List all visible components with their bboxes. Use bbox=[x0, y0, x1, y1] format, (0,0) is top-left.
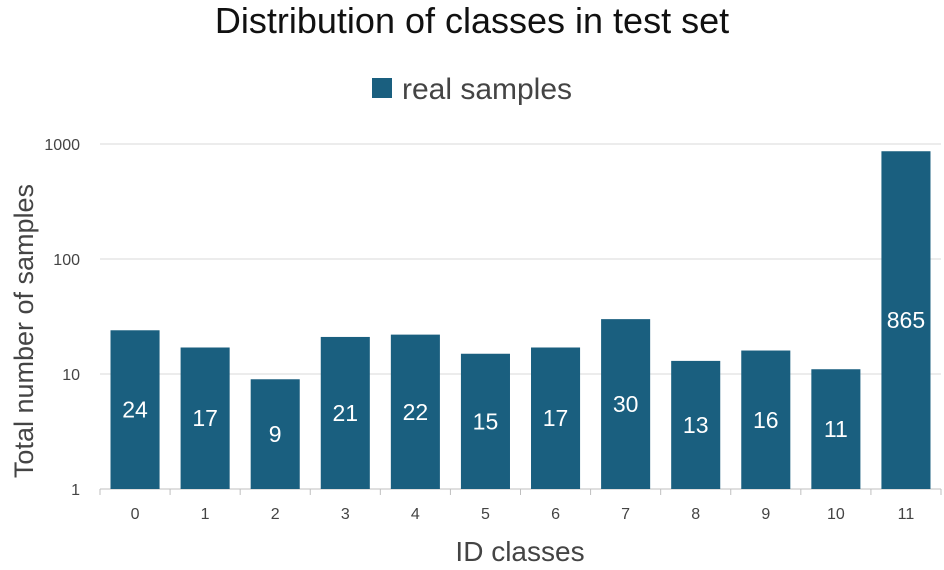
x-tick-label-11: 11 bbox=[898, 506, 915, 523]
y-tick-label-10: 10 bbox=[62, 367, 80, 384]
data-label-5: 15 bbox=[473, 408, 499, 434]
x-tick-label-5: 5 bbox=[481, 506, 490, 523]
y-tick-label-100: 100 bbox=[53, 252, 80, 269]
data-label-4: 22 bbox=[403, 399, 429, 425]
bar-6 bbox=[531, 347, 581, 489]
x-tick-label-3: 3 bbox=[341, 506, 350, 523]
y-tick-label-1: 1 bbox=[71, 482, 80, 499]
data-label-6: 17 bbox=[543, 405, 569, 431]
bar-2 bbox=[250, 379, 300, 489]
bar-11 bbox=[881, 151, 931, 489]
x-tick-label-1: 1 bbox=[201, 506, 210, 523]
data-label-3: 21 bbox=[332, 400, 358, 426]
bar-3 bbox=[320, 336, 370, 489]
bar-1 bbox=[180, 347, 230, 489]
bar-10 bbox=[811, 369, 861, 489]
x-tick-label-6: 6 bbox=[551, 506, 560, 523]
x-tick-label-7: 7 bbox=[621, 506, 630, 523]
data-label-8: 13 bbox=[683, 412, 709, 438]
x-tick-label-0: 0 bbox=[131, 506, 140, 523]
bar-8 bbox=[671, 360, 721, 489]
data-label-1: 17 bbox=[192, 405, 218, 431]
bar-9 bbox=[741, 350, 791, 489]
x-tick-label-2: 2 bbox=[271, 506, 280, 523]
bar-5 bbox=[460, 353, 510, 489]
data-label-11: 865 bbox=[887, 307, 925, 333]
x-tick-label-9: 9 bbox=[761, 506, 770, 523]
bar-0 bbox=[110, 330, 160, 489]
bar-4 bbox=[390, 334, 440, 489]
data-label-0: 24 bbox=[122, 397, 148, 423]
data-label-7: 30 bbox=[613, 391, 639, 417]
data-label-2: 9 bbox=[269, 421, 282, 447]
bar-7 bbox=[601, 319, 651, 489]
x-axis-label: ID classes bbox=[455, 536, 585, 567]
legend-swatch bbox=[371, 78, 392, 99]
data-label-10: 11 bbox=[824, 416, 848, 442]
legend-label: real samples bbox=[401, 73, 573, 106]
x-tick-label-4: 4 bbox=[411, 506, 420, 523]
x-tick-label-10: 10 bbox=[827, 506, 845, 523]
legend: real samples bbox=[0, 72, 944, 108]
x-tick-label-8: 8 bbox=[691, 506, 700, 523]
chart-title: Distribution of classes in test set bbox=[214, 0, 730, 41]
data-label-9: 16 bbox=[753, 407, 779, 433]
y-tick-label-1000: 1000 bbox=[44, 137, 80, 154]
